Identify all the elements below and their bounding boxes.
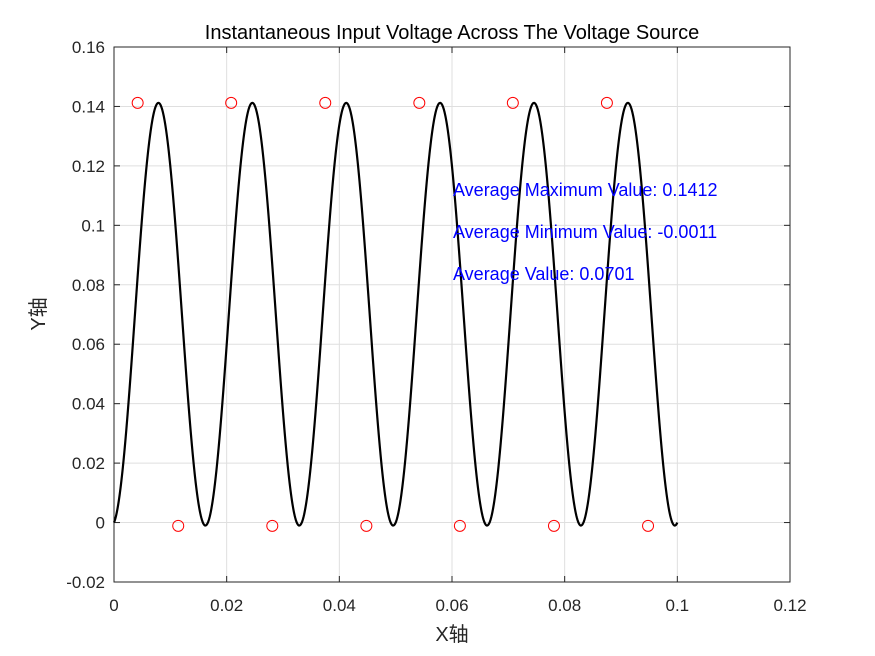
x-axis-label: X轴 [435,623,468,646]
y-tick-label: 0 [96,514,105,533]
annotation-average-value: Average Value: 0.0701 [453,264,634,284]
y-tick-label: 0.1 [81,216,105,235]
x-tick-label: 0.12 [773,596,806,615]
min-marker [642,519,655,532]
chart-title: Instantaneous Input Voltage Across The V… [205,22,699,44]
x-tick-label: 0.1 [666,596,690,615]
x-tick-label: 0.04 [323,596,356,615]
min-marker [453,519,466,532]
y-tick-label: 0.08 [72,276,105,295]
max-marker [319,96,332,109]
y-tick-label: 0.14 [72,97,105,116]
max-marker [506,96,519,109]
y-tick-label: -0.02 [66,573,105,592]
y-tick-label: 0.02 [72,454,105,473]
y-tick-label: 0.04 [72,395,105,414]
markers [131,96,655,532]
x-tick-label: 0.02 [210,596,243,615]
annotation-average-minimum: Average Minimum Value: -0.0011 [453,222,717,242]
x-tick-label: 0.06 [435,596,468,615]
min-marker [360,519,373,532]
max-marker [413,96,426,109]
y-tick-label: 0.06 [72,335,105,354]
min-marker [266,519,279,532]
max-marker [600,96,613,109]
y-axis-label: Y轴 [27,297,50,330]
x-tick-label: 0.08 [548,596,581,615]
min-marker [547,519,560,532]
y-tick-label: 0.12 [72,157,105,176]
series [112,101,679,527]
max-marker [131,96,144,109]
annotation-average-maximum: Average Maximum Value: 0.1412 [453,180,717,200]
x-tick-label: 0 [109,596,118,615]
y-tick-label: 0.16 [72,38,105,57]
max-marker [225,96,238,109]
axis-ticks: 0 0.02 0.04 0.06 0.08 0.1 0.12-0.0200.020.040.… [66,38,806,615]
min-marker [172,519,185,532]
voltage-line [112,101,679,527]
